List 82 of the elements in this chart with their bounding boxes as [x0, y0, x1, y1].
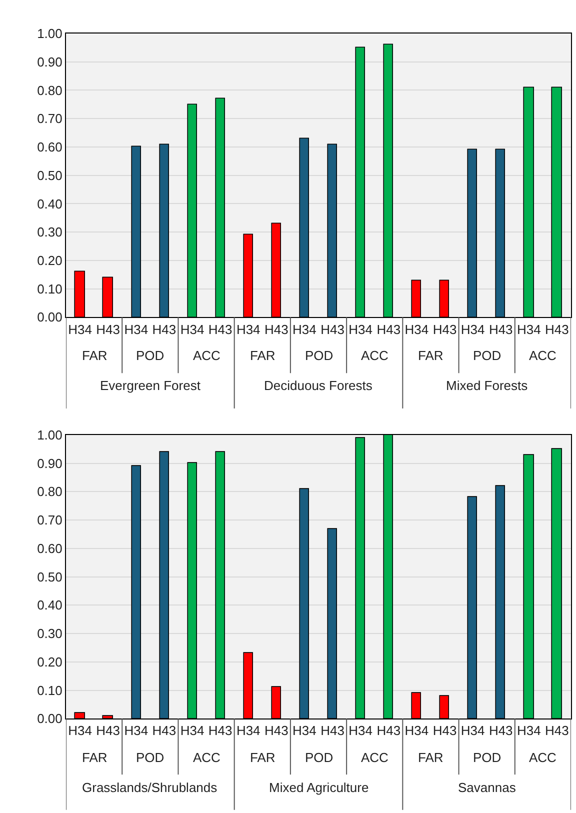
text: Deciduous Forests: [264, 378, 373, 393]
x-tick-label: H34: [68, 723, 92, 738]
text: FAR: [82, 348, 108, 363]
text: POD: [305, 348, 334, 363]
text: ACC: [361, 750, 388, 765]
x-tick-label: H43: [320, 723, 344, 738]
x-tick-label: H34: [292, 322, 316, 337]
x-tick-label: H34: [516, 723, 541, 738]
x-tick-label: H34: [180, 723, 204, 738]
text: ACC: [529, 348, 556, 363]
x-tick-label: H34: [404, 322, 429, 337]
x-tick-label: H43: [96, 322, 120, 337]
x-tick-label: H34: [460, 723, 485, 738]
x-tick-label: H43: [376, 723, 401, 738]
x-tick-label: H34: [460, 322, 485, 337]
text: ACC: [193, 348, 220, 363]
text: ACC: [193, 750, 220, 765]
y-tick-label: 0.10: [37, 281, 62, 296]
y-tick-label: 0.50: [37, 569, 62, 584]
x-tick-label: H43: [320, 322, 344, 337]
y-tick-label: 0.40: [37, 598, 62, 613]
x-tick-label: H34: [180, 322, 204, 337]
text: Savannas: [458, 780, 516, 795]
y-tick-label: 0.70: [37, 111, 62, 126]
x-tick-label: H43: [376, 322, 401, 337]
y-tick-label: 0.70: [37, 512, 62, 528]
x-tick-label: H34: [292, 723, 316, 738]
text: Evergreen Forest: [100, 378, 201, 393]
x-tick-label: H34: [124, 723, 148, 738]
text: ACC: [529, 750, 556, 765]
y-tick-label: 0.20: [37, 654, 62, 670]
y-tick-label: 0.30: [37, 224, 62, 240]
y-tick-label: 1.00: [37, 428, 62, 443]
text: FAR: [418, 750, 444, 765]
x-tick-label: H43: [208, 322, 232, 337]
text: Mixed Forests: [446, 378, 528, 393]
text: POD: [305, 750, 334, 765]
x-tick-label: H43: [208, 723, 232, 738]
x-tick-label: H43: [264, 723, 288, 738]
x-tick-label: H34: [124, 322, 148, 337]
x-tick-label: H43: [545, 322, 569, 337]
x-tick-label: H34: [236, 723, 260, 738]
text: ACC: [361, 348, 388, 363]
x-tick-label: H34: [236, 322, 260, 337]
x-tick-label: H43: [488, 723, 513, 738]
y-tick-label: 0.60: [37, 540, 62, 556]
x-tick-label: H34: [516, 322, 541, 337]
x-tick-label: H34: [68, 322, 92, 337]
x-tick-label: H34: [404, 723, 429, 738]
text: POD: [473, 348, 502, 363]
y-tick-label: 0.60: [37, 140, 62, 155]
y-tick-label: 0.90: [37, 54, 62, 70]
text: Grasslands/Shrublands: [82, 780, 218, 795]
y-tick-label: 0.00: [37, 711, 62, 726]
text: POD: [473, 750, 502, 765]
y-tick-label: 0.80: [37, 82, 62, 98]
text: POD: [136, 348, 164, 363]
y-tick-label: 0.30: [37, 626, 62, 642]
x-tick-label: H34: [348, 723, 373, 738]
y-tick-label: 0.00: [37, 310, 62, 325]
text: POD: [136, 750, 164, 765]
y-tick-label: 0.50: [37, 168, 62, 183]
text: Mixed Agriculture: [269, 780, 369, 795]
y-tick-label: 0.20: [37, 252, 62, 268]
x-tick-label: H34: [348, 322, 373, 337]
text: FAR: [250, 750, 276, 765]
x-tick-label: H43: [545, 723, 569, 738]
y-tick-label: 0.10: [37, 682, 62, 698]
text: FAR: [82, 750, 108, 765]
y-tick-label: 0.90: [37, 456, 62, 471]
text: FAR: [250, 348, 276, 363]
y-tick-label: 0.40: [37, 196, 62, 212]
x-tick-label: H43: [152, 322, 176, 337]
y-tick-label: 1.00: [37, 26, 62, 42]
x-tick-label: H43: [152, 723, 176, 738]
y-tick-label: 0.80: [37, 484, 62, 500]
x-tick-label: H43: [96, 723, 120, 738]
x-tick-label: H43: [264, 322, 288, 337]
text: FAR: [418, 348, 444, 363]
x-tick-label: H43: [488, 322, 513, 337]
x-tick-label: H43: [432, 322, 457, 337]
x-tick-label: H43: [432, 723, 457, 738]
